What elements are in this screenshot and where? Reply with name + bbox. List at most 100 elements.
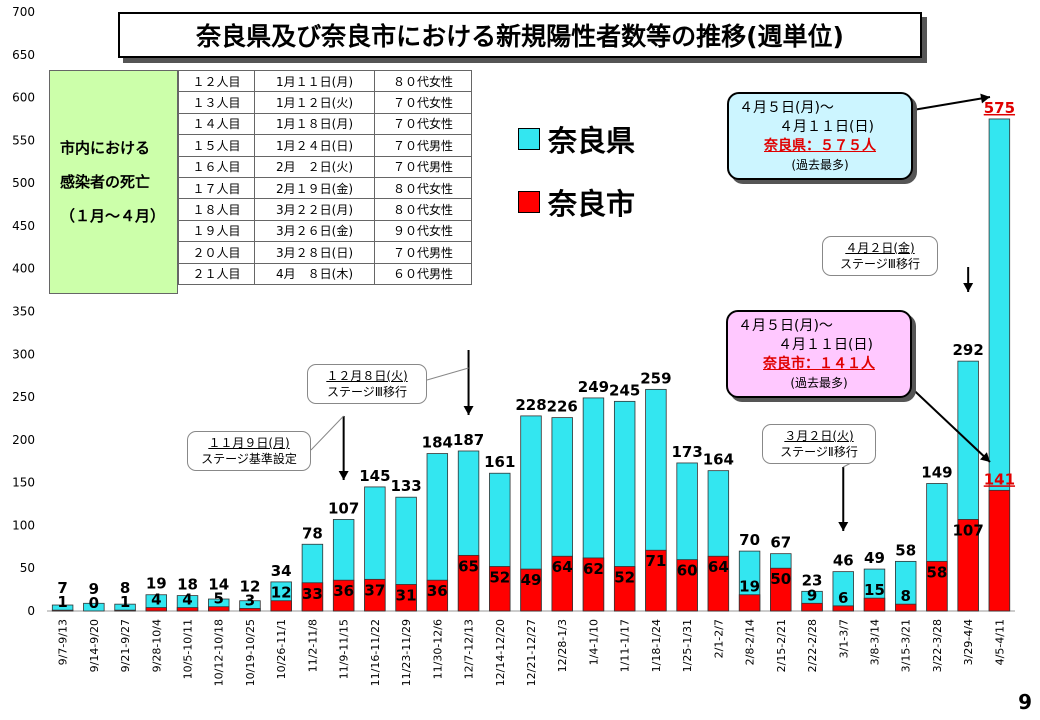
data-label-prefecture: 161 xyxy=(484,453,515,471)
deaths-cell: 1月２４日(日) xyxy=(254,134,375,157)
data-label-prefecture: 8 xyxy=(120,579,130,597)
bar-prefecture xyxy=(83,602,105,612)
deaths-box-label: 市内における 感染者の死亡 （１月～４月） xyxy=(49,70,178,294)
data-label-prefecture: 67 xyxy=(770,534,791,552)
bar-city xyxy=(489,566,511,612)
city-record-line1: ４月５日(月)～ xyxy=(738,318,833,334)
data-label-prefecture: 107 xyxy=(328,499,359,517)
data-label-city: 65 xyxy=(458,557,479,575)
data-label-prefecture: 226 xyxy=(547,398,578,416)
bar-city xyxy=(208,606,230,612)
x-tick-label: 11/2-11/8 xyxy=(306,619,319,672)
x-tick-label: 3/22-3/28 xyxy=(931,619,944,672)
y-tick-label: 100 xyxy=(12,518,35,532)
deaths-cell: 3月２６日(金) xyxy=(254,219,375,243)
y-tick-label: 700 xyxy=(12,5,35,19)
arrow-pref-record-line xyxy=(912,96,991,111)
callout-apr2-text: ステージⅢ移行 xyxy=(839,257,921,271)
data-label-city: 12 xyxy=(271,584,292,602)
data-label-prefecture: 164 xyxy=(703,451,734,469)
city-record-line2: ４月１１日(日) xyxy=(778,337,873,353)
y-tick-label: 450 xyxy=(12,219,35,233)
deaths-cell: １５人目 xyxy=(178,134,255,157)
bar-city xyxy=(176,607,199,612)
data-label-city: 4 xyxy=(182,591,192,609)
data-label-city: 64 xyxy=(708,558,729,576)
deaths-cell: ９０代女性 xyxy=(374,219,472,243)
city-record-count: 奈良市：１４１人 xyxy=(763,356,875,372)
deaths-cell: ７０代男性 xyxy=(374,134,472,157)
data-label-city: 60 xyxy=(677,562,698,580)
page-number: 9 xyxy=(1018,690,1032,714)
city-record-note: (過去最多) xyxy=(790,376,848,390)
callout-apr2: ４月２日(金) ステージⅢ移行 xyxy=(822,236,938,276)
data-label-prefecture: 49 xyxy=(864,549,885,567)
y-tick-label: 200 xyxy=(12,433,35,447)
data-label-city: 58 xyxy=(926,563,947,581)
arrow-city-record-head xyxy=(980,452,990,462)
bar-city xyxy=(613,566,636,612)
y-tick-label: 0 xyxy=(27,604,35,618)
data-label-city: 1 xyxy=(57,593,67,611)
deaths-cell: １７人目 xyxy=(178,176,255,200)
bar-city xyxy=(270,600,292,612)
data-label-city: 31 xyxy=(396,586,417,604)
deaths-cell: １８人目 xyxy=(178,198,255,221)
pointer-nov9 xyxy=(310,415,345,451)
deaths-row: １３人目 1月１２日(火) ７０代女性 xyxy=(178,91,472,114)
deaths-table: １２人目 1月１１日(月) ８０代女性 １３人目 1月１２日(火) ７０代女性 １４人目 1月… xyxy=(178,69,472,285)
deaths-cell: 1月１２日(火) xyxy=(254,91,375,114)
deaths-cell: １６人目 xyxy=(178,155,255,178)
data-label-city: 15 xyxy=(864,581,885,599)
callout-apr2-date: ４月２日(金) xyxy=(845,241,915,255)
bar-city xyxy=(957,519,979,612)
x-tick-label: 10/26-11/1 xyxy=(275,619,288,679)
callout-mar2-date: ３月２日(火) xyxy=(784,429,854,443)
deaths-cell: ７０代男性 xyxy=(374,155,472,178)
data-label-prefecture: 184 xyxy=(422,434,453,452)
data-label-city: 19 xyxy=(739,578,760,596)
deaths-cell: ８０代女性 xyxy=(374,176,472,200)
x-tick-label: 10/19-10/25 xyxy=(244,619,257,686)
data-label-city: 71 xyxy=(645,552,666,570)
deaths-cell: １９人目 xyxy=(178,219,255,243)
data-label-city: 36 xyxy=(427,582,448,600)
y-tick-label: 150 xyxy=(12,476,35,490)
bar-city xyxy=(145,607,167,612)
data-label-city: 49 xyxy=(521,571,542,589)
deaths-cell: １３人目 xyxy=(178,91,255,114)
callout-prefecture-record: ４月５日(月)～ ４月１１日(日) 奈良県：５７５人 (過去最多) xyxy=(727,92,913,180)
x-tick-label: 9/21-9/27 xyxy=(119,619,132,672)
data-label-prefecture: 228 xyxy=(515,396,546,414)
data-label-city: 1 xyxy=(120,593,130,611)
deaths-cell: １２人目 xyxy=(178,69,255,93)
x-tick-label: 1/25-1/31 xyxy=(681,619,694,672)
y-tick-label: 650 xyxy=(12,48,35,62)
x-tick-label: 9/14-9/20 xyxy=(88,619,101,672)
arrow-dec8-head xyxy=(463,406,474,415)
data-label-city: 4 xyxy=(151,591,161,609)
y-tick-label: 500 xyxy=(12,176,35,190)
bar-city xyxy=(114,609,136,612)
x-tick-label: 4/5-4/11 xyxy=(993,619,1006,665)
deaths-row: １８人目 3月２２日(月) ８０代女性 xyxy=(178,198,472,221)
deaths-cell: ７０代女性 xyxy=(374,112,472,136)
data-label-city: 141 xyxy=(984,470,1015,488)
deaths-cell: 2月１９日(金) xyxy=(254,176,375,200)
bar-city xyxy=(582,557,605,612)
deaths-row: ２０人目 3月２８日(日) ７０代男性 xyxy=(178,241,472,264)
bar-city xyxy=(364,578,386,612)
x-tick-label: 1/11-1/17 xyxy=(619,619,632,672)
deaths-box-line3: （１月～４月） xyxy=(60,207,166,225)
deaths-cell: ７０代女性 xyxy=(374,91,472,114)
arrow-apr2-head xyxy=(963,283,974,292)
x-tick-label: 10/12-10/18 xyxy=(213,619,226,686)
deaths-cell: ８０代女性 xyxy=(374,69,472,93)
deaths-cell: 3月２８日(日) xyxy=(254,241,375,264)
bar-city xyxy=(332,579,355,612)
y-tick-label: 250 xyxy=(12,390,35,404)
data-label-city: 6 xyxy=(838,589,848,607)
data-label-city: 64 xyxy=(552,558,573,576)
data-label-prefecture: 7 xyxy=(57,579,67,597)
x-tick-label: 11/30-12/6 xyxy=(431,619,444,679)
